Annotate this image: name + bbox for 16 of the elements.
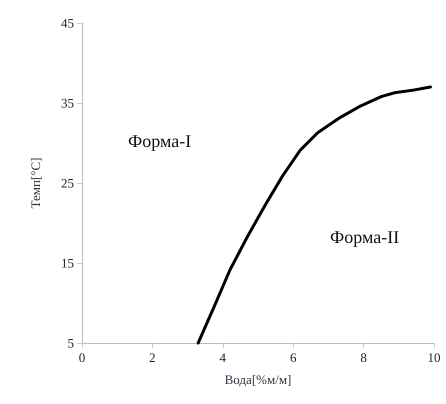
x-tick-label: 0	[78, 350, 86, 365]
annotation: Форма-II	[330, 227, 400, 247]
y-tick-label: 25	[61, 176, 74, 190]
x-tick-label: 10	[428, 350, 440, 365]
x-tick-label: 4	[220, 350, 227, 365]
y-tick-label: 35	[61, 96, 74, 110]
line-series	[196, 86, 432, 344]
x-tick-label: 8	[360, 350, 367, 365]
annotation: Форма-I	[128, 131, 192, 151]
y-tick-label: 15	[61, 256, 74, 270]
y-axis-title: Темп[°C]	[28, 158, 43, 208]
y-tick-label: 45	[61, 16, 74, 30]
x-tick-label: 6	[290, 350, 297, 365]
x-tick-label: 2	[149, 350, 156, 365]
x-axis-title: Вода[%м/м]	[224, 372, 292, 387]
y-tick-label: 5	[68, 336, 74, 350]
